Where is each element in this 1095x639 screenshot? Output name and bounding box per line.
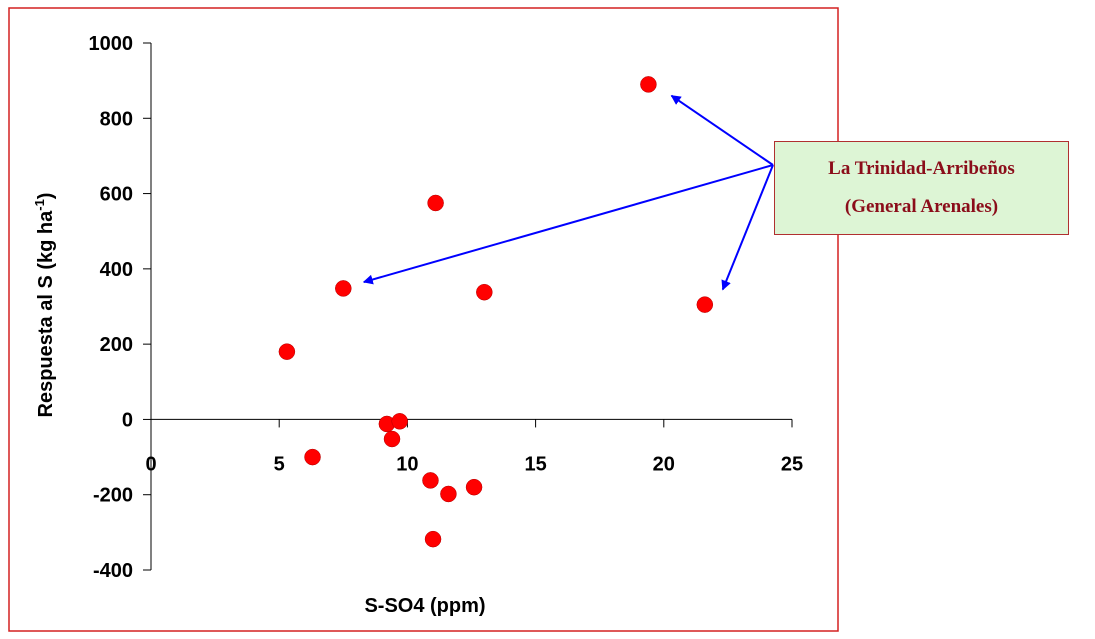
- y-axis: [143, 42, 152, 571]
- y-tick-label: 1000: [89, 33, 134, 55]
- y-axis-title-superscript: -1: [32, 199, 47, 211]
- data-point: [640, 76, 657, 93]
- data-point: [304, 448, 321, 466]
- data-point: [383, 430, 401, 448]
- x-tick-label: 5: [274, 453, 285, 475]
- y-tick-label: 800: [100, 108, 133, 130]
- data-point: [440, 485, 457, 503]
- y-tick-labels: -400 -200 0 200 400 600 800 1000: [89, 33, 134, 582]
- x-tick-label: 0: [145, 453, 156, 475]
- annotation-arrows: [362, 94, 774, 291]
- annotation-line-2: (General Arenales): [844, 196, 999, 217]
- x-tick-label: 20: [653, 453, 675, 475]
- chart-frame: [8, 7, 839, 632]
- y-axis-title-close: ): [35, 193, 57, 200]
- annotation-callout: La Trinidad-Arribeños (General Arenales): [774, 141, 1069, 235]
- data-point: [422, 472, 439, 489]
- data-point: [424, 530, 442, 548]
- y-tick-label: 600: [100, 184, 133, 206]
- data-point: [335, 280, 352, 297]
- x-tick-label: 15: [524, 453, 546, 475]
- y-tick-label: -200: [93, 485, 133, 507]
- data-point: [391, 413, 408, 430]
- x-tick-label: 10: [396, 453, 418, 475]
- data-point: [696, 296, 714, 313]
- data-point: [278, 343, 296, 360]
- x-axis-title: S-SO4 (ppm): [364, 595, 485, 617]
- y-axis-title-main: Respuesta al S (kg ha: [35, 210, 57, 418]
- annotation-line-1: La Trinidad-Arribeños: [828, 158, 1015, 179]
- y-axis-title: Respuesta al S (kg ha-1): [32, 193, 57, 418]
- annotation-arrow: [362, 164, 774, 285]
- y-tick-label: 0: [122, 409, 133, 431]
- y-tick-label: -400: [93, 560, 133, 582]
- data-points: [278, 76, 714, 548]
- y-tick-label: 400: [100, 259, 133, 281]
- y-tick-label: 200: [100, 334, 133, 356]
- data-point: [476, 283, 493, 301]
- data-point: [465, 478, 483, 496]
- x-tick-labels: 0 5 10 15 20 25: [145, 453, 803, 475]
- x-tick-label: 25: [781, 453, 803, 475]
- annotation-arrow: [670, 94, 774, 166]
- annotation-arrow: [721, 164, 774, 291]
- data-point: [427, 194, 444, 212]
